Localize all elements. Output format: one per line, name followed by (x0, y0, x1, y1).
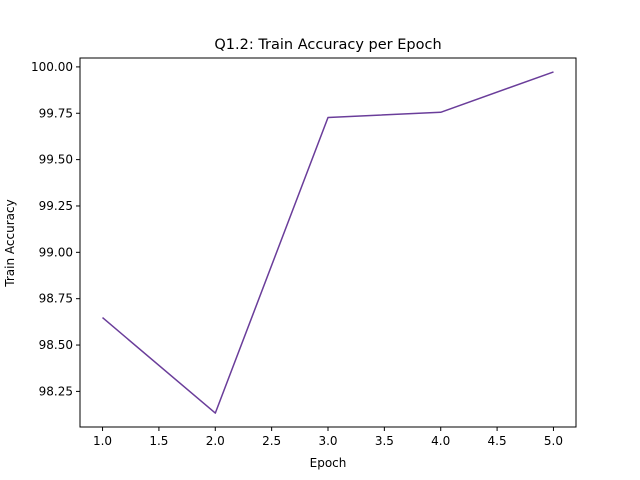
plot-frame (79, 57, 577, 428)
x-tick-label: 2.0 (206, 434, 225, 448)
x-tick-label: 4.0 (431, 434, 450, 448)
y-tick-label: 99.75 (39, 106, 73, 120)
x-tick-label: 4.5 (488, 434, 507, 448)
y-tick-label: 98.50 (39, 338, 73, 352)
y-tick-label: 99.25 (39, 199, 73, 213)
y-tick-label: 99.50 (39, 153, 73, 167)
axis-ticks: 1.0 1.5 2.0 2.5 3.0 3.5 4.0 4.5 5.0 98.25 98.50 98.… (31, 60, 563, 448)
y-tick-label: 98.25 (39, 384, 73, 398)
y-tick-label: 98.75 (39, 292, 73, 306)
x-tick-label: 3.5 (375, 434, 394, 448)
x-tick-label: 3.0 (318, 434, 337, 448)
data-series (102, 71, 554, 414)
chart-title: Q1.2: Train Accuracy per Epoch (214, 37, 441, 53)
x-axis-label: Epoch (310, 456, 347, 470)
y-axis-label: Train Accuracy (3, 199, 17, 287)
y-tick-label: 100.00 (31, 60, 73, 74)
x-tick-label: 1.0 (93, 434, 112, 448)
series-line (102, 71, 554, 414)
x-tick-label: 2.5 (262, 434, 281, 448)
y-tick-label: 99.00 (39, 245, 73, 259)
x-tick-label: 1.5 (149, 434, 168, 448)
x-tick-label: 5.0 (544, 434, 563, 448)
